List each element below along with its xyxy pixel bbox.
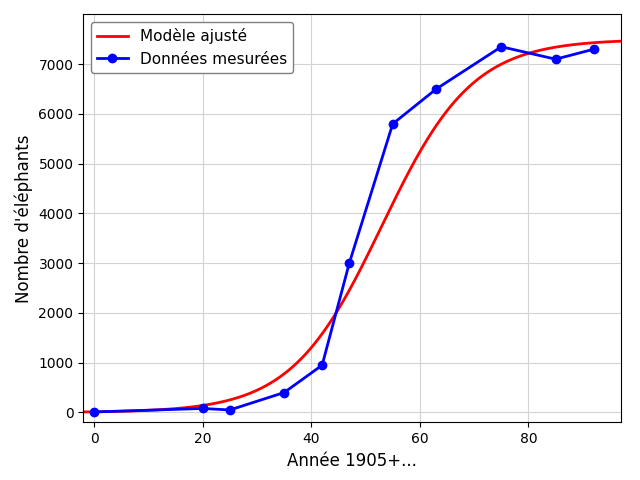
Line: Données mesurées: Données mesurées bbox=[90, 43, 598, 416]
Modèle ajusté bbox=[134, 408, 142, 414]
Modèle ajusté bbox=[449, 101, 456, 107]
Modèle ajusté bbox=[297, 357, 305, 362]
Données mesurées bbox=[318, 362, 326, 368]
Données mesurées bbox=[590, 47, 598, 52]
Données mesurées bbox=[346, 260, 353, 266]
Legend: Modèle ajusté, Données mesurées: Modèle ajusté, Données mesurées bbox=[91, 22, 293, 73]
Y-axis label: Nombre d'éléphants: Nombre d'éléphants bbox=[14, 134, 33, 303]
Données mesurées bbox=[389, 121, 397, 127]
Données mesurées bbox=[226, 407, 234, 413]
X-axis label: Année 1905+...: Année 1905+... bbox=[287, 452, 417, 469]
Modèle ajusté bbox=[508, 56, 516, 62]
Modèle ajusté bbox=[79, 409, 87, 415]
Données mesurées bbox=[199, 406, 207, 411]
Modèle ajusté bbox=[316, 334, 324, 339]
Modèle ajusté bbox=[617, 38, 625, 44]
Données mesurées bbox=[497, 44, 505, 49]
Données mesurées bbox=[90, 409, 98, 415]
Données mesurées bbox=[280, 390, 288, 396]
Données mesurées bbox=[433, 86, 440, 92]
Données mesurées bbox=[552, 56, 559, 62]
Line: Modèle ajusté: Modèle ajusté bbox=[83, 41, 621, 412]
Modèle ajusté bbox=[499, 60, 506, 66]
